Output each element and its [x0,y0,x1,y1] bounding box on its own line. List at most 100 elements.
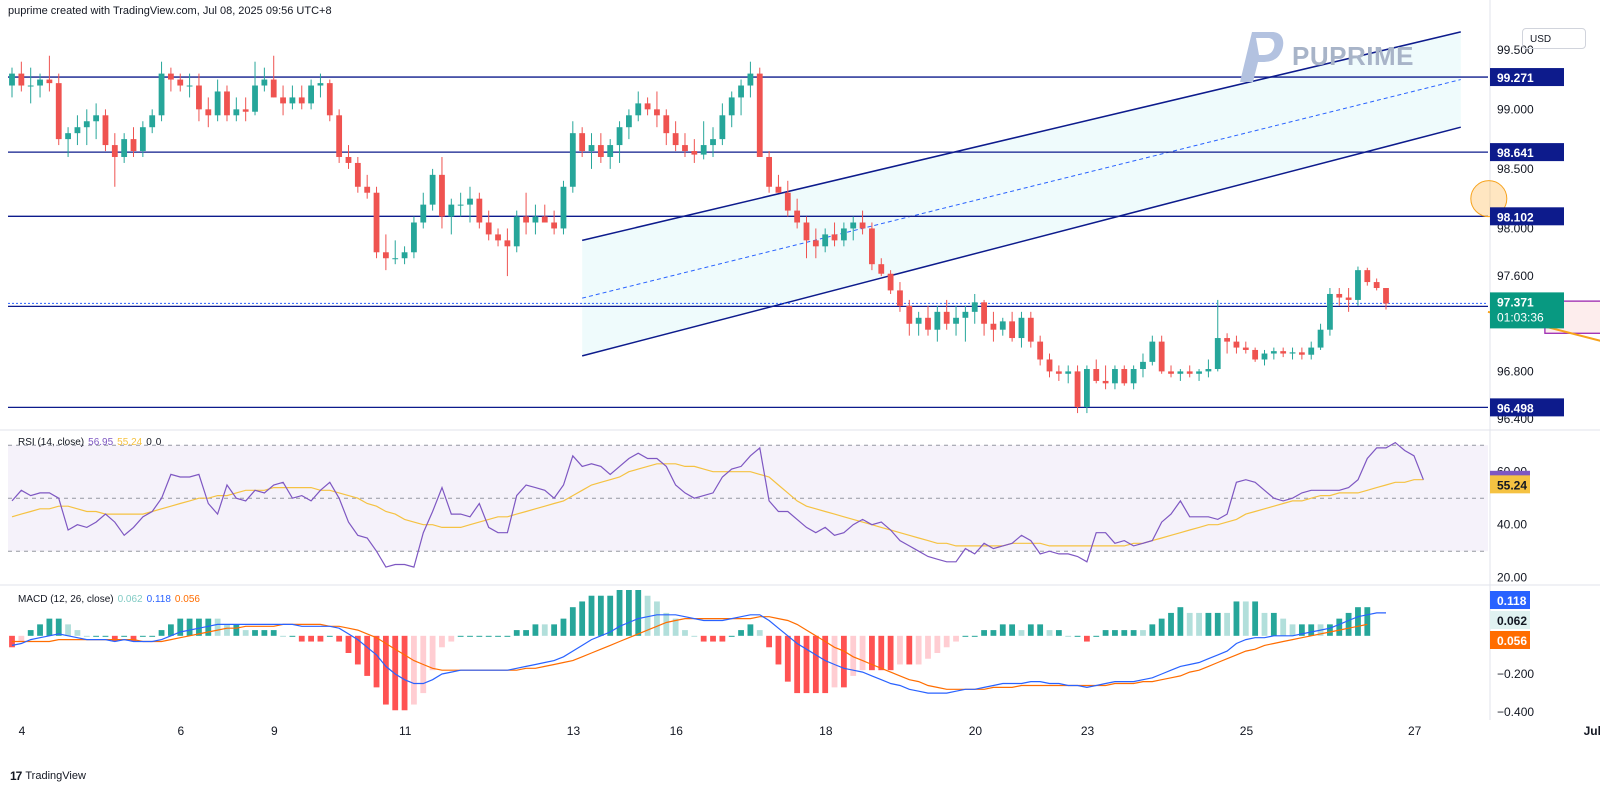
macd-histogram-bar [644,595,651,636]
rsi-legend-name: RSI (14, close) [18,437,84,448]
candle-body [1074,371,1081,408]
macd-histogram-bar [457,635,464,637]
candle-body [1186,371,1193,374]
candle-body [242,109,249,112]
macd-histogram-bar [915,635,922,665]
candle-body [420,204,427,223]
candle-body [672,133,679,146]
macd-histogram-bar [168,624,174,636]
candle-body [728,97,735,116]
candle-body [27,85,34,87]
macd-histogram-bar [177,618,184,636]
rsi-line [11,441,1424,568]
level-price-tag [1490,398,1564,417]
macd-signal-line [12,616,1368,690]
candle-body [448,204,455,217]
candle-body [467,198,473,205]
macd-histogram-bar [1289,624,1296,636]
macd-histogram-bar [812,635,819,694]
candle-body [532,216,539,223]
macd-histogram-bar [1327,624,1333,636]
candle-body [83,121,90,128]
level-price-label: 99.271 [1497,71,1534,85]
candle-body [541,216,548,223]
macd-hist-value-tag [1490,611,1530,629]
candle-body [317,83,324,86]
macd-histogram-bar [1224,612,1230,636]
macd-histogram-bar [906,635,913,665]
rsi-legend-extra: 0 [146,437,152,448]
macd-histogram-bar [205,618,212,636]
macd-histogram-bar [1018,630,1025,636]
macd-histogram-bar [345,635,352,653]
candle-body [401,252,408,259]
macd-histogram-bar [747,624,754,636]
macd-histogram-bar [476,635,483,637]
candle-body [523,216,529,223]
macd-histogram-bar [859,635,866,671]
candle-body [990,323,997,330]
macd-histogram-bar [485,635,492,637]
candle-body [822,234,829,247]
rsi-ma-line [11,463,1424,547]
time-axis-tick: 23 [1081,724,1095,738]
candle-body [37,79,43,86]
macd-histogram-bar [1196,612,1202,636]
macd-histogram-bar [756,630,763,636]
candle-body [252,85,258,112]
candle-body [1168,371,1174,374]
macd-histogram-bar [990,630,997,636]
candle-body [9,73,15,86]
logo-text: PUPRIME [1292,40,1414,71]
macd-histogram-bar [121,635,128,637]
candle-body [513,216,520,247]
macd-histogram-bar [1084,635,1090,642]
candle-body [270,79,277,98]
macd-histogram-bar [1308,624,1315,636]
macd-histogram-bar [111,635,118,642]
macd-histogram-bar [738,630,744,636]
candle-body [102,115,109,146]
macd-histogram-bar [1177,607,1184,636]
candle-body [1233,341,1240,348]
macd-histogram-bar [392,635,399,711]
macd-histogram-bar [999,624,1006,636]
candle-body [1149,341,1156,362]
macd-histogram-bar [102,635,109,637]
candle-body [850,222,857,229]
macd-histogram-bar [1046,630,1053,636]
macd-histogram-bar [1205,612,1212,636]
level-price-label: 96.498 [1497,401,1534,415]
macd-histogram-bar [448,635,455,642]
rsi-axis-tick: 20.00 [1497,571,1527,585]
macd-histogram-bar [1252,601,1259,636]
candle-body [1046,359,1053,372]
macd-histogram-bar [616,590,623,636]
candle-body [298,97,305,104]
macd-histogram-bar [1140,630,1146,636]
macd-histogram-bar [1270,612,1277,636]
candle-body [504,240,511,247]
macd-histogram-bar [1112,630,1118,636]
macd-histogram-bar [382,635,389,705]
candle-body [1261,353,1268,360]
candle-body [1327,293,1333,330]
macd-histogram-bar [588,595,595,636]
macd-histogram-bar [1065,635,1072,637]
candle-body [93,115,100,122]
candle-body [1018,317,1025,339]
macd-histogram-bar [1130,630,1137,636]
macd-histogram-bar [495,635,501,637]
currency-button[interactable]: USD [1522,28,1586,49]
time-axis-tick: 27 [1408,724,1422,738]
candle-body [1224,338,1230,342]
puprime-logo-icon [1240,32,1284,82]
macd-histogram-bar [336,635,343,642]
last-price-value: 97.371 [1497,295,1534,309]
candle-body [691,151,698,155]
macd-histogram-bar [55,618,62,636]
candle-body [1065,371,1072,374]
candle-body [261,79,268,86]
macd-histogram-bar [1055,630,1062,636]
